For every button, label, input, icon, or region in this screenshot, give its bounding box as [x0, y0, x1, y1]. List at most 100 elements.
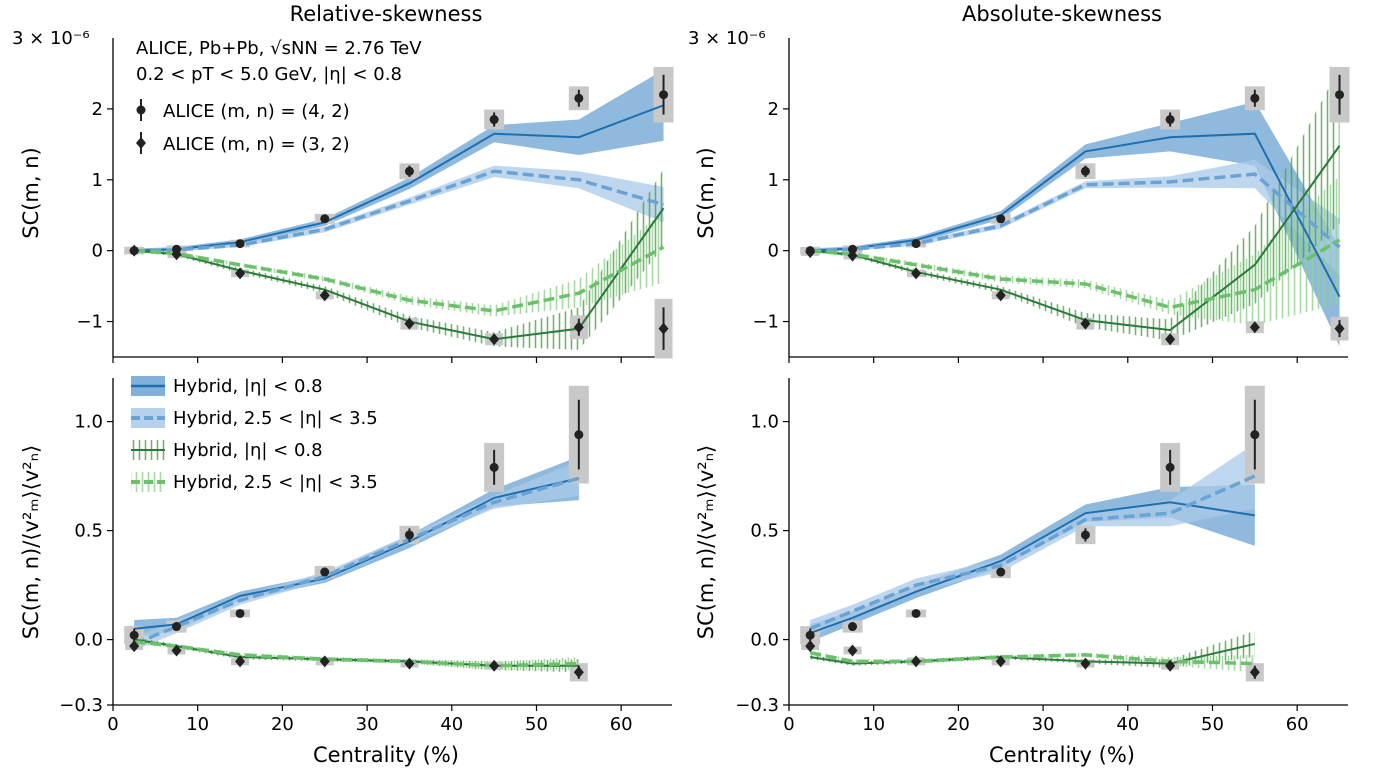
panel-top-right: −1 0 1 2	[752, 38, 1350, 363]
y-tick-label: 0.0	[74, 630, 103, 651]
data-point-32	[489, 333, 500, 346]
data-point-42	[1165, 462, 1175, 472]
data-point-42	[574, 430, 584, 440]
ylabel-top-right: SC(m, n)	[694, 147, 718, 239]
data-point-32	[1249, 321, 1260, 334]
xlabel-left: Centrality (%)	[313, 743, 459, 767]
panel-top-left: −1 0 1 2	[76, 38, 674, 363]
x-tick-label: 60	[1286, 714, 1309, 735]
y-tick-label: 0.5	[74, 521, 103, 542]
data-point-42	[320, 214, 330, 224]
y-tick-label: 0	[92, 241, 103, 262]
legend-data: ALICE (m, n) = (4, 2) ALICE (m, n) = (3,…	[136, 99, 350, 155]
data-point-42	[805, 630, 815, 640]
data-point-32	[658, 322, 669, 335]
model-band-0	[134, 456, 579, 638]
legend-models: Hybrid, |η| < 0.8 Hybrid, 2.5 < |η| < 3.…	[131, 376, 378, 493]
data-point-32	[1334, 322, 1345, 335]
legend-model-label-3: Hybrid, 2.5 < |η| < 3.5	[173, 472, 378, 493]
data-point-32	[171, 248, 182, 261]
data-point-42	[911, 239, 921, 249]
data-point-32	[1165, 659, 1176, 672]
data-point-32	[1080, 317, 1091, 330]
x-tick-label: 20	[947, 714, 970, 735]
title-absolute-skewness: Absolute-skewness	[962, 2, 1162, 26]
data-point-42	[911, 608, 921, 618]
data-point-42	[172, 622, 182, 632]
model-line-1	[810, 172, 1341, 253]
data-point-42	[404, 166, 414, 176]
data-point-32	[235, 655, 246, 668]
data-point-32	[171, 644, 182, 657]
y-tick-label: −0.3	[735, 695, 779, 716]
y-tick-label: 1.0	[750, 412, 779, 433]
data-point-32	[319, 289, 330, 302]
data-point-42	[489, 462, 499, 472]
data-point-42	[848, 244, 858, 254]
data-point-32	[489, 659, 500, 672]
xlabel-right: Centrality (%)	[989, 743, 1135, 767]
model-band-1	[134, 165, 664, 253]
ylabel-bottom-right: SC(m, n)/⟨v²ₘ⟩⟨v²ₙ⟩	[694, 445, 718, 640]
data-point-32	[1080, 657, 1091, 670]
model-line-1	[134, 169, 665, 253]
x-tick-label: 40	[1116, 714, 1139, 735]
data-point-42	[996, 567, 1006, 577]
x-tick-label: 60	[610, 714, 633, 735]
legend-data-marker-32	[136, 137, 146, 149]
data-point-42	[320, 567, 330, 577]
model-band-1	[134, 460, 579, 651]
y-tick-label: 2	[768, 99, 779, 120]
data-point-42	[1080, 166, 1090, 176]
data-point-42	[574, 93, 584, 103]
legend-data-label-42: ALICE (m, n) = (4, 2)	[163, 101, 350, 122]
panel-bottom-right: −0.3 0.0 0.5 1.0 0 10 20 30 40 50 60	[735, 378, 1348, 735]
data-point-32	[911, 267, 922, 280]
data-point-32	[847, 249, 858, 262]
data-point-32	[129, 244, 140, 257]
y-tick-label: 0.5	[750, 521, 779, 542]
data-point-42	[1250, 93, 1260, 103]
data-point-42	[659, 90, 669, 100]
x-tick-label: 20	[271, 714, 294, 735]
x-tick-label: 0	[783, 714, 794, 735]
y-tick-label: −1	[752, 312, 779, 333]
data-point-42	[489, 115, 499, 125]
ylabel-bottom-left: SC(m, n)/⟨v²ₘ⟩⟨v²ₙ⟩	[19, 445, 43, 640]
model-line-0	[809, 501, 1255, 635]
data-point-32	[129, 640, 140, 653]
legend-model-label-1: Hybrid, 2.5 < |η| < 3.5	[173, 408, 378, 429]
y-tick-label: −1	[76, 312, 103, 333]
y-tick-label: 1	[92, 170, 103, 191]
data-point-42	[996, 214, 1006, 224]
model-band-3	[134, 639, 579, 671]
title-relative-skewness: Relative-skewness	[290, 2, 483, 26]
data-point-42	[404, 530, 414, 540]
data-point-42	[235, 608, 245, 618]
data-point-32	[995, 655, 1006, 668]
legend-data-marker-42	[136, 105, 146, 115]
data-point-32	[404, 657, 415, 670]
multiplier-top-right: 3 × 10⁻⁶	[688, 28, 766, 49]
data-point-32	[573, 321, 584, 334]
panel-bottom-left: −0.3 0.0 0.5 1.0 0 10 20 30 40 50 60	[59, 378, 672, 735]
model-line-3	[134, 245, 665, 313]
data-point-32	[319, 655, 330, 668]
data-point-42	[1335, 90, 1345, 100]
data-point-32	[805, 640, 816, 653]
y-tick-label: 0	[768, 241, 779, 262]
legend-model-label-2: Hybrid, |η| < 0.8	[173, 440, 323, 461]
ylabel-top-left: SC(m, n)	[19, 147, 43, 239]
data-point-32	[1249, 666, 1260, 679]
multiplier-top-left: 3 × 10⁻⁶	[12, 28, 90, 49]
data-point-32	[573, 666, 584, 679]
data-point-42	[1250, 430, 1260, 440]
legend-model-label-0: Hybrid, |η| < 0.8	[173, 376, 323, 397]
model-band-2	[134, 169, 664, 350]
y-tick-label: 0.0	[750, 630, 779, 651]
data-point-32	[1165, 333, 1176, 346]
annotation-kinematics: 0.2 < pT < 5.0 GeV, |η| < 0.8	[136, 64, 402, 85]
x-tick-label: 30	[356, 714, 379, 735]
x-tick-label: 40	[440, 714, 463, 735]
